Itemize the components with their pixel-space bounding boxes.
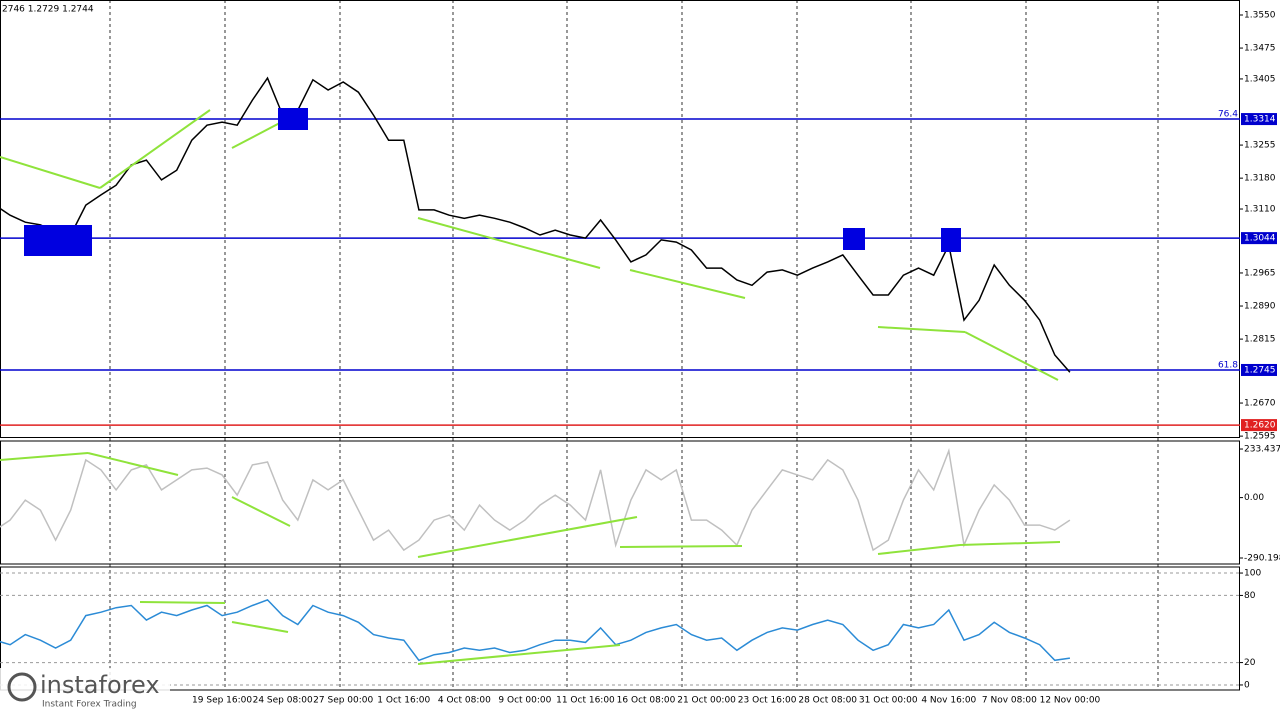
x-tick-label: 27 Sep 00:00 — [313, 696, 373, 706]
x-tick-label: 1 Oct 16:00 — [377, 696, 430, 706]
y-tick-label: 100 — [1244, 569, 1261, 579]
y-tick-label: 0.00 — [1244, 493, 1264, 503]
level-label-box — [1241, 232, 1277, 245]
y-tick-label: 1.2670 — [1244, 399, 1276, 409]
series-line — [0, 76, 1071, 373]
level-label-box — [1241, 113, 1277, 126]
panel-frames — [0, 0, 1240, 691]
y-tick-label: 1.3550 — [1244, 10, 1276, 20]
y-tick-label: 1.3110 — [1244, 205, 1276, 215]
y-tick-label: 1.2965 — [1244, 268, 1276, 278]
y-tick-label: 1.2815 — [1244, 335, 1276, 345]
fib-label: 61.8 — [1218, 360, 1238, 370]
level-label-box — [1241, 419, 1277, 432]
y-tick-label: 20 — [1244, 658, 1256, 668]
y-tick-label: 1.3405 — [1244, 74, 1276, 84]
y-tick-label: -290.1984 — [1244, 554, 1280, 564]
level-label: 1.3044 — [1244, 234, 1276, 244]
x-tick-label: 21 Oct 00:00 — [677, 696, 736, 706]
x-tick-label: 23 Oct 16:00 — [738, 696, 797, 706]
series-line — [0, 447, 1071, 552]
analysis-drawings — [0, 108, 1061, 665]
y-tick-label: 0 — [1244, 680, 1250, 690]
tagline: Instant Forex Trading — [42, 700, 137, 710]
level-label: 1.2620 — [1244, 421, 1276, 431]
x-tick-label: 31 Oct 00:00 — [859, 696, 918, 706]
series-line — [0, 599, 1071, 662]
y-tick-label: 1.3255 — [1244, 141, 1276, 151]
level-label: 1.3314 — [1244, 115, 1276, 125]
brand: instaforex — [40, 671, 160, 699]
y-tick-label: 1.2890 — [1244, 302, 1276, 312]
x-tick-label: 16 Oct 08:00 — [617, 696, 676, 706]
x-tick-label: 19 Sep 16:00 — [192, 696, 252, 706]
level-label: 1.2745 — [1244, 365, 1276, 375]
y-tick-label: 233.4378 — [1244, 445, 1280, 455]
x-tick-label: 4 Oct 08:00 — [438, 696, 491, 706]
x-tick-label: 9 Oct 00:00 — [498, 696, 551, 706]
header-quote: 2746 1.2729 1.2744 — [2, 5, 94, 15]
x-tick-label: 28 Oct 08:00 — [798, 696, 857, 706]
y-tick-label: 80 — [1244, 591, 1256, 601]
x-tick-label: 24 Sep 08:00 — [253, 696, 313, 706]
x-tick-label: 4 Nov 16:00 — [921, 696, 976, 706]
plot — [0, 76, 1240, 686]
y-tick-label: 1.2595 — [1244, 432, 1276, 442]
y-tick-label: 1.3180 — [1244, 174, 1276, 184]
time-grid — [109, 0, 1159, 690]
fib-label: 76.4 — [1218, 110, 1238, 120]
watermark: instaforex Instant Forex Trading — [0, 668, 170, 711]
level-label-box — [1241, 363, 1277, 376]
x-tick-label: 7 Nov 08:00 — [982, 696, 1037, 706]
x-tick-label: 11 Oct 16:00 — [556, 696, 615, 706]
y-tick-label: 1.3475 — [1244, 44, 1276, 54]
x-tick-label: 12 Nov 00:00 — [1040, 696, 1101, 706]
